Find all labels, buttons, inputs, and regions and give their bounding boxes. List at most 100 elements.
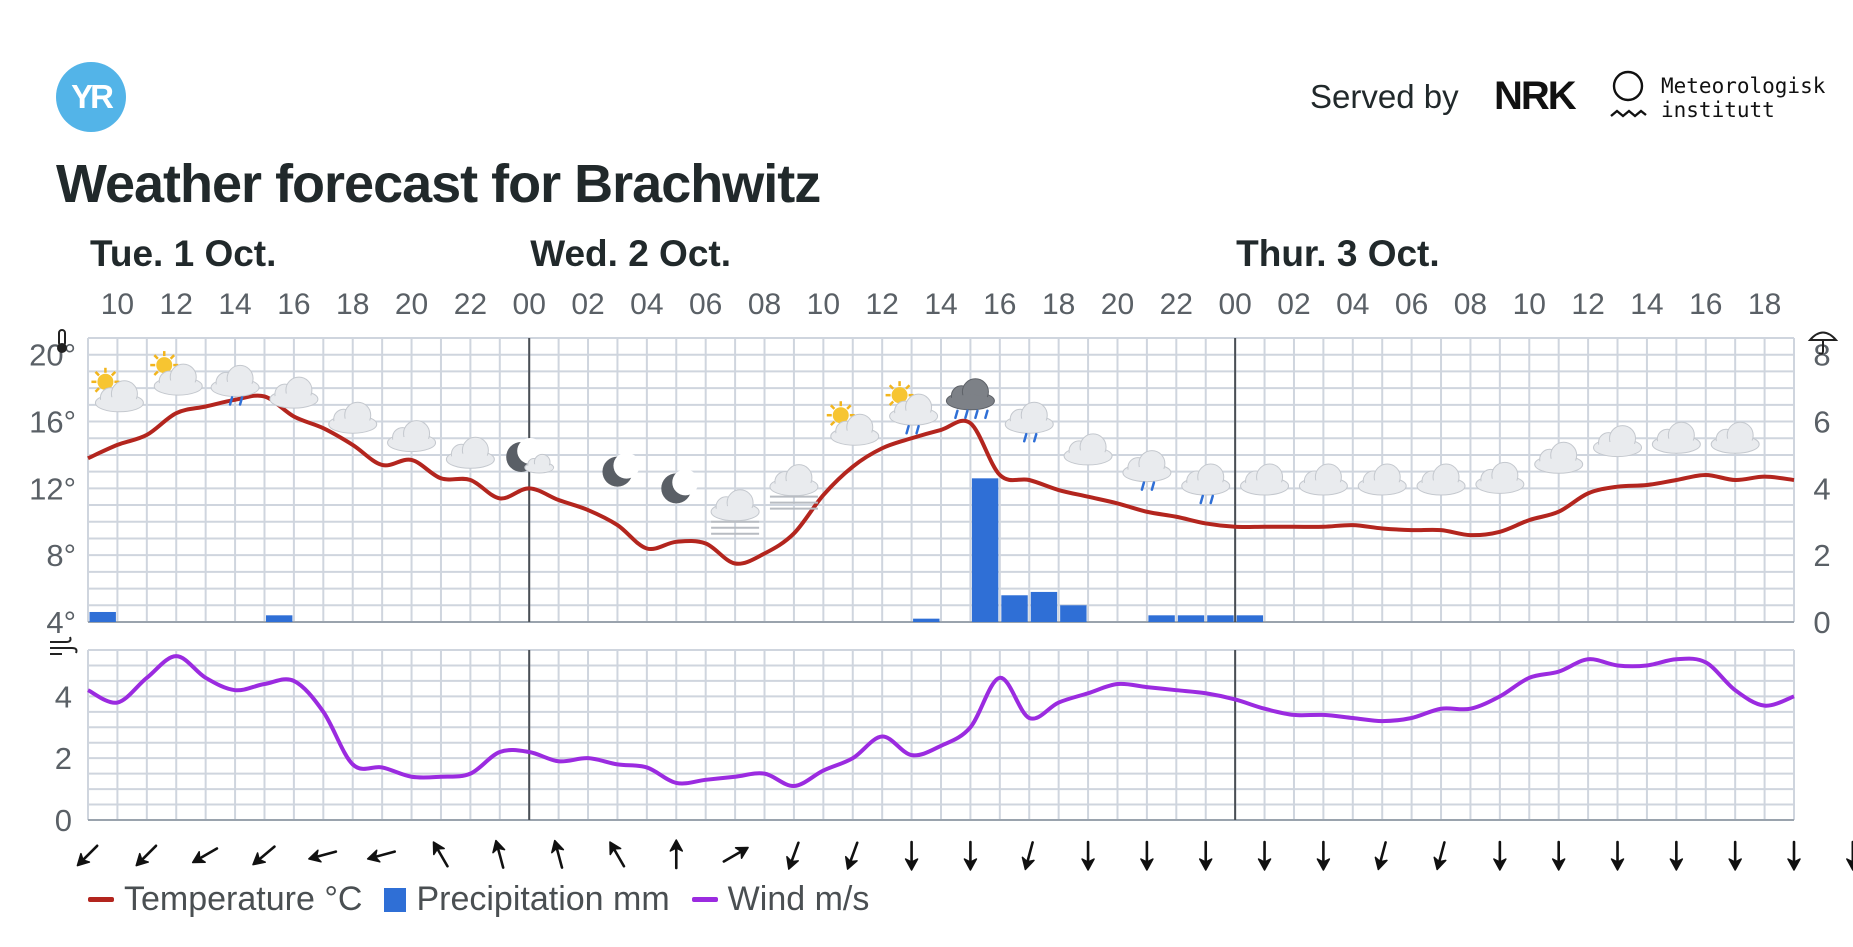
cloud-shape xyxy=(710,489,760,522)
cloud-shape xyxy=(1534,441,1584,474)
hour-tick-label: 16 xyxy=(1689,288,1722,321)
light-rain-icon xyxy=(210,364,260,406)
cloud-shape xyxy=(889,393,939,426)
yr-logo[interactable]: YR xyxy=(56,62,126,132)
rain-drop xyxy=(1032,432,1038,443)
wind-arrow-icon xyxy=(786,841,800,870)
rain-drop xyxy=(954,409,959,420)
precipitation-tick-label: 2 xyxy=(1813,538,1830,573)
hour-tick-label: 04 xyxy=(1336,288,1369,321)
sun-disc xyxy=(97,373,114,390)
temperature-tick-label: 20° xyxy=(29,338,76,373)
day-label: Wed. 2 Oct. xyxy=(530,233,731,274)
weather-symbols xyxy=(91,351,1760,535)
cloud-fill xyxy=(212,381,259,396)
cloud-fill xyxy=(270,393,317,408)
arrow-head xyxy=(1669,858,1684,871)
wind-arrow-icon xyxy=(366,849,396,863)
legend-wind[interactable]: Wind m/s xyxy=(691,880,870,919)
hour-tick-label: 08 xyxy=(1454,288,1487,321)
rain-drop xyxy=(974,409,979,420)
cloud-shape xyxy=(1063,433,1113,466)
arrow-head xyxy=(76,852,91,867)
day-label: Tue. 1 Oct. xyxy=(90,233,276,274)
partly-cloudy-day-icon xyxy=(91,367,144,413)
cloud-fill xyxy=(1241,480,1288,494)
cloud-shape xyxy=(1416,463,1466,496)
legend-precipitation[interactable]: Precipitation mm xyxy=(384,880,670,919)
temperature-tick-label: 8° xyxy=(46,538,76,573)
cloud-shape xyxy=(1593,425,1643,458)
legend-wind-label: Wind m/s xyxy=(727,880,870,918)
wind-arrow-icon xyxy=(1669,840,1684,871)
light-rain-icon xyxy=(1004,401,1054,443)
precipitation-bar xyxy=(1177,615,1205,622)
wind-series xyxy=(87,654,1795,788)
met-institute-logo-icon xyxy=(1610,70,1647,118)
hour-tick-label: 10 xyxy=(807,288,840,321)
wind-arrow-icon xyxy=(551,839,565,869)
precipitation-bar xyxy=(1236,615,1264,622)
arrow-head xyxy=(135,852,149,867)
partly-cloudy-day-icon xyxy=(150,351,203,396)
wind-arrow-icon xyxy=(669,839,684,870)
cloud-fill xyxy=(947,394,994,409)
wind-arrow-icon xyxy=(191,847,219,864)
sun-ray xyxy=(888,384,895,390)
cloud-fill xyxy=(1653,438,1700,453)
precipitation-bar xyxy=(1207,615,1234,622)
sun-ray xyxy=(829,420,836,426)
wind-icon-lines xyxy=(50,636,78,655)
cloud-fill xyxy=(155,380,202,395)
cloud-shape xyxy=(153,363,203,396)
wind-arrow-icon xyxy=(308,849,338,863)
cloud-shape xyxy=(830,413,880,446)
cloud-shape xyxy=(94,380,144,413)
wind-arrow-icon xyxy=(1728,840,1742,871)
legend-precipitation-label: Precipitation mm xyxy=(416,880,670,918)
hour-tick-label: 20 xyxy=(395,288,428,321)
sun-disc xyxy=(156,357,173,374)
wind-arrow-icon xyxy=(1257,840,1272,871)
wind-swatch xyxy=(691,897,718,902)
met-name-line-2: institutt xyxy=(1661,98,1775,122)
precipitation-swatch xyxy=(384,887,407,912)
light-rain-icon xyxy=(1181,463,1231,505)
sun-ray xyxy=(829,404,836,410)
cloud-shape xyxy=(945,378,995,411)
hour-tick-label: 02 xyxy=(1277,288,1310,321)
hour-tick-label: 00 xyxy=(513,288,546,321)
rain-drop xyxy=(915,424,920,435)
cloudy-icon xyxy=(1357,463,1407,496)
day-label: Thur. 3 Oct. xyxy=(1236,233,1440,274)
legend-temperature[interactable]: Temperature °C xyxy=(88,880,362,919)
wind-arrow-icon xyxy=(1140,840,1154,871)
moon-shape xyxy=(602,452,640,487)
rain-drop xyxy=(984,409,989,420)
side-icons xyxy=(50,329,1839,655)
cloud-fill xyxy=(525,463,554,473)
cloudy-icon xyxy=(269,376,319,409)
cloud-fill xyxy=(1065,449,1112,464)
wind-arrow-icon xyxy=(609,841,626,868)
nrk-logo[interactable]: NRK xyxy=(1494,74,1577,118)
arrow-head xyxy=(904,858,919,871)
thermometer-bulb xyxy=(57,343,67,353)
wind-arrow-icon xyxy=(492,839,506,869)
wind-arrow-icon xyxy=(845,841,859,870)
precipitation-bar xyxy=(1030,591,1058,622)
wind-arrow-icon xyxy=(1551,840,1566,871)
arrow-head xyxy=(252,852,267,866)
thermometer-icon xyxy=(57,329,67,353)
wind-arrow-icon xyxy=(722,846,749,863)
moon-shape xyxy=(661,469,699,504)
cloud-shape xyxy=(1475,461,1525,494)
cloud-shape xyxy=(1122,450,1172,483)
clear-night-icon xyxy=(661,469,699,504)
sun-ray xyxy=(153,354,159,360)
cloudy-icon xyxy=(328,401,378,434)
cloud-fill xyxy=(1476,478,1523,493)
arrow-head xyxy=(1551,858,1566,871)
arrow-head xyxy=(1316,858,1331,871)
arrow-head xyxy=(609,841,622,856)
